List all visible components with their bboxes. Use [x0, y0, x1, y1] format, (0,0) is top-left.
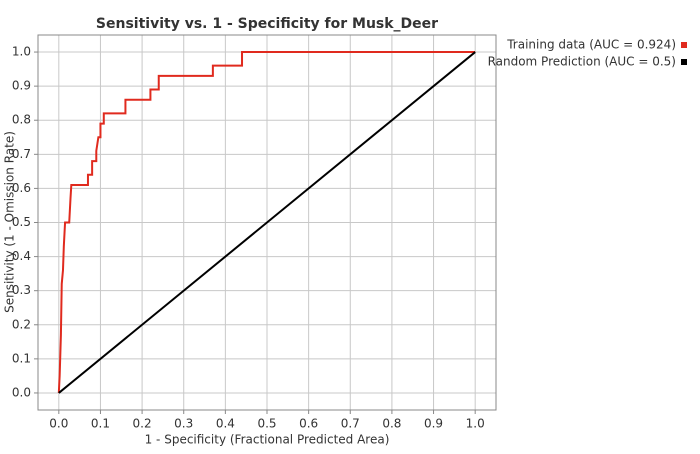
plot-frame: [37, 34, 497, 411]
y-axis-label: Sensitivity (1 - Omission Rate): [3, 131, 17, 313]
legend-swatch: [681, 59, 687, 65]
legend-swatch: [681, 42, 687, 48]
x-axis-label: 1 - Specificity (Fractional Predicted Ar…: [145, 433, 390, 447]
x-tick-label: 0.0: [49, 417, 68, 431]
y-tick-label: 0.6: [12, 181, 31, 195]
x-tick-label: 0.8: [382, 417, 401, 431]
x-tick-label: 0.7: [341, 417, 360, 431]
series-line: [57, 51, 476, 394]
y-tick-label: 0.9: [12, 79, 31, 93]
y-tick-label: 0.4: [12, 249, 31, 263]
y-tick-label: 0.7: [12, 147, 31, 161]
x-tick-label: 1.0: [466, 417, 485, 431]
x-tick-label: 0.4: [216, 417, 235, 431]
legend-label: Random Prediction (AUC = 0.5): [488, 55, 676, 69]
y-tick-label: 1.0: [12, 45, 31, 59]
x-tick-label: 0.2: [133, 417, 152, 431]
y-tick-label: 0.8: [12, 113, 31, 127]
y-tick-label: 0.2: [12, 317, 31, 331]
x-tick-label: 0.6: [299, 417, 318, 431]
y-tick-label: 0.1: [12, 351, 31, 365]
y-tick-label: 0.3: [12, 283, 31, 297]
x-tick-label: 0.9: [424, 417, 443, 431]
x-tick-label: 0.1: [91, 417, 110, 431]
y-tick-label: 0.5: [12, 215, 31, 229]
x-tick-label: 0.3: [174, 417, 193, 431]
legend-label: Training data (AUC = 0.924): [506, 38, 676, 52]
series-line: [58, 51, 476, 394]
chart-title: Sensitivity vs. 1 - Specificity for Musk…: [96, 16, 438, 32]
x-tick-label: 0.5: [257, 417, 276, 431]
y-tick-label: 0.0: [12, 385, 31, 399]
